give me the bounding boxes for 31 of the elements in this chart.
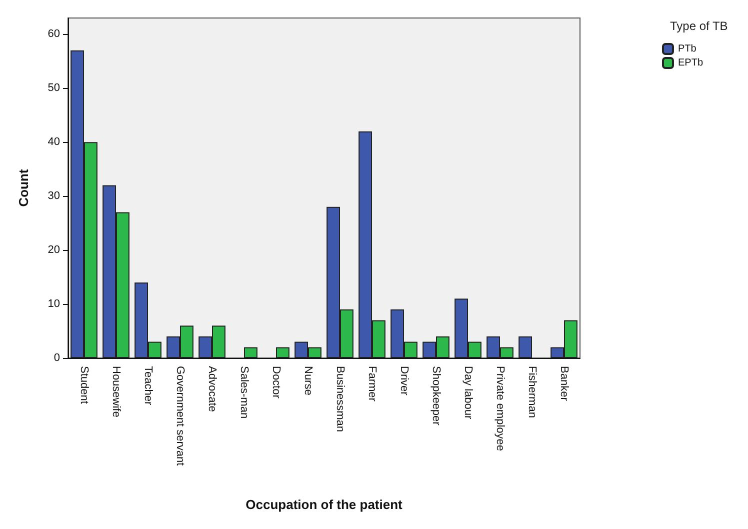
x-tick-label: Student [78, 366, 90, 404]
x-tick-label: Banker [558, 366, 570, 402]
x-axis-title: Occupation of the patient [246, 497, 404, 512]
y-tick-label: 40 [48, 136, 60, 148]
x-tick-label: Shopkeeper [430, 366, 442, 426]
x-tick-label: Farmer [366, 366, 378, 402]
y-tick-label: 0 [54, 352, 60, 364]
y-axis-title: Count [16, 168, 31, 207]
y-tick-label: 30 [48, 190, 60, 202]
x-tick-label: Doctor [270, 366, 282, 399]
x-tick-label: Sales-man [238, 366, 250, 419]
x-tick-label: Teacher [142, 366, 154, 406]
x-tick-label: Advocate [206, 366, 218, 412]
bar [518, 336, 532, 358]
y-tick-label: 60 [48, 28, 60, 40]
x-tick-label: Nurse [302, 366, 314, 396]
x-tick-label: Housewife [110, 366, 122, 418]
x-tick-label: Private employee [494, 366, 506, 451]
legend-label: PTb [678, 44, 697, 54]
x-tick-label: Businessman [334, 366, 346, 432]
x-tick-label: Government servant [174, 366, 186, 466]
x-tick-label: Driver [398, 366, 410, 396]
legend-label: EPTb [678, 58, 704, 68]
x-tick-label: Fisherman [526, 366, 538, 418]
y-tick-label: 50 [48, 82, 60, 94]
y-tick-label: 20 [48, 244, 60, 256]
bar [276, 347, 290, 358]
legend-title: Type of TB [670, 19, 728, 33]
x-tick-label: Day labour [462, 366, 474, 420]
bar [244, 347, 258, 358]
y-tick-label: 10 [48, 298, 60, 310]
